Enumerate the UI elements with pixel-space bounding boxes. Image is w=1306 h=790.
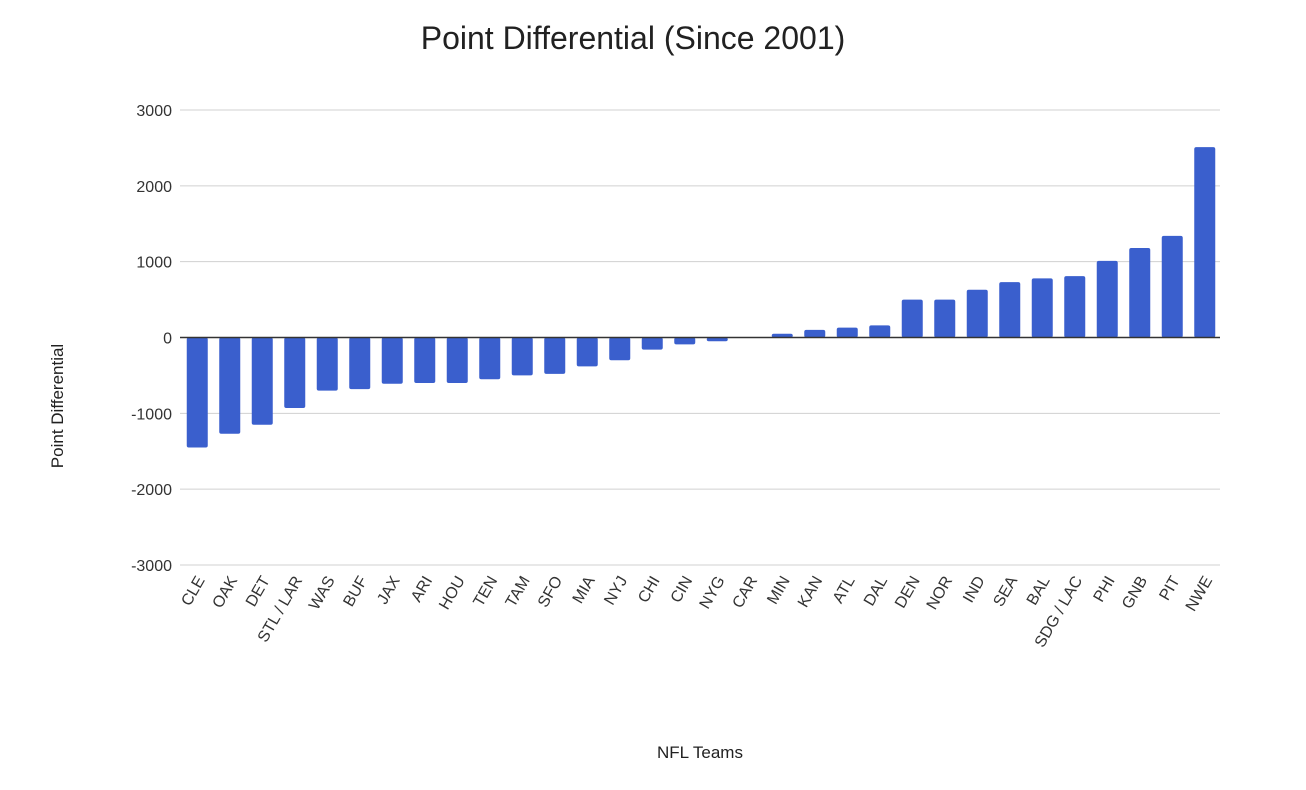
bar [674,337,696,345]
bar [1096,260,1118,338]
bar [511,337,533,376]
x-category-label: IND [960,574,989,606]
x-category-label: MIA [570,573,599,606]
bar [381,337,403,384]
bar [544,337,566,374]
x-category-label: PHI [1091,574,1119,606]
bar [446,337,468,383]
x-category-label: TEN [470,574,501,610]
x-category-label: SFO [535,574,566,611]
bar [1161,235,1183,338]
x-category-label: DAL [861,573,891,609]
y-tick-label: 2000 [136,179,172,196]
x-category-label: JAX [374,573,404,607]
bar [771,333,793,338]
x-category-label: OAK [210,573,242,611]
bar [934,299,956,338]
bar [479,337,501,380]
bar [414,337,436,383]
bar [1031,278,1053,338]
bar [836,327,858,338]
bar [251,337,273,425]
x-category-label: NYJ [601,574,631,609]
gridlines [180,109,1220,566]
bar [284,337,306,409]
x-category-label: CIN [668,574,697,606]
x-category-label: PIT [1157,573,1184,603]
y-tick-label: 3000 [136,103,172,120]
x-category-label: DET [243,573,274,609]
bar [966,289,988,338]
bar [349,337,371,390]
x-category-label: MIN [764,574,793,608]
bar [804,329,826,338]
bar [1194,147,1216,338]
bars [186,147,1216,448]
bar [901,299,923,338]
chart-title: Point Differential (Since 2001) [420,20,846,56]
x-category-label: DEN [892,574,924,612]
y-tick-label: 0 [163,331,172,348]
x-category-label: CHI [635,574,664,606]
x-category-label: NOR [924,574,957,613]
bar [316,337,338,391]
bar [186,337,208,448]
x-category-label: ATL [830,573,859,606]
x-category-label: CLE [178,574,208,609]
x-category-label: SEA [990,573,1021,610]
y-axis-ticks: 3000 2000 1000 0 -1000 -2000 -3000 [131,103,172,575]
x-category-label: TAM [503,574,534,611]
bar [999,282,1021,338]
bar [1064,276,1086,338]
x-category-label: ARI [408,574,436,606]
bar [641,337,663,350]
bar [869,325,891,338]
y-tick-label: 1000 [136,255,172,272]
y-tick-label: -2000 [131,482,172,499]
x-category-label: BUF [340,573,371,609]
x-category-label: GNB [1119,574,1151,613]
x-category-label: NYG [697,574,729,613]
x-category-label: HOU [436,574,469,613]
x-axis-title: NFL Teams [657,743,743,762]
bar [706,337,728,342]
bar [609,337,631,361]
x-category-label: NWE [1183,574,1216,615]
bar [219,337,241,434]
x-category-label: KAN [795,574,826,611]
x-category-label: CAR [730,574,762,612]
y-tick-label: -3000 [131,558,172,575]
x-category-label: WAS [306,574,339,614]
bar [576,337,598,367]
bar [1129,248,1151,338]
x-category-label: BAL [1024,573,1054,608]
y-tick-label: -1000 [131,406,172,423]
